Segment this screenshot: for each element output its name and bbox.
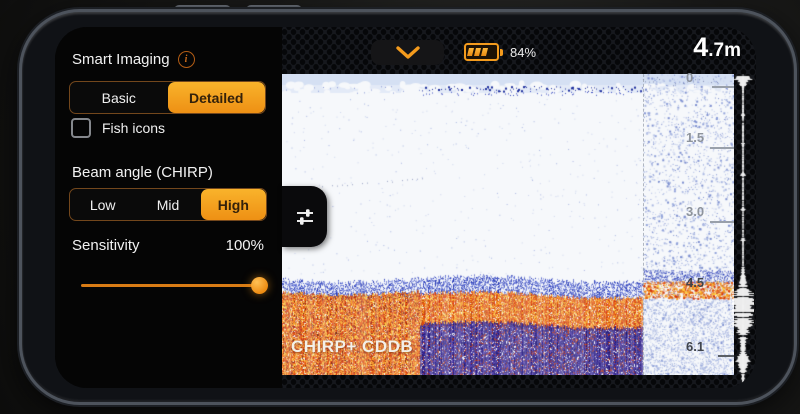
info-icon[interactable]: i	[177, 51, 195, 68]
screen: 0 1.5 3.0 4.5 6.1 CHIRP+ CDDB	[55, 27, 756, 388]
depth-value-integer: 4	[693, 32, 709, 62]
tune-sliders-icon	[296, 208, 313, 225]
settings-panel: Smart Imaging i Basic Detailed Fish icon…	[55, 27, 282, 388]
sensitivity-slider-knob[interactable]	[251, 277, 268, 294]
battery-bar	[467, 48, 474, 56]
depth-tick	[718, 355, 734, 357]
echo-amplitude-waveform	[732, 74, 754, 388]
sensitivity-row: Sensitivity 100%	[72, 237, 264, 254]
smart-imaging-segmented-control: Basic Detailed	[69, 81, 266, 114]
sonar-display: 0 1.5 3.0 4.5 6.1 CHIRP+ CDDB	[282, 70, 734, 375]
depth-scale-4-5: 4.5	[686, 275, 705, 290]
smart-imaging-label: Smart Imaging	[72, 51, 170, 68]
sonar-echogram	[282, 74, 734, 375]
battery-status: 84%	[464, 43, 536, 61]
beam-angle-option-high[interactable]: High	[200, 189, 266, 220]
sensitivity-label: Sensitivity	[72, 237, 140, 254]
depth-tick	[710, 221, 734, 223]
depth-scale-3-0: 3.0	[686, 204, 705, 219]
depth-tick	[710, 147, 734, 149]
smart-imaging-option-basic[interactable]: Basic	[101, 89, 136, 106]
depth-readout: 4.7m	[661, 32, 741, 63]
battery-percent: 84%	[510, 44, 537, 60]
smart-imaging-header: Smart Imaging i	[72, 51, 195, 68]
beam-angle-option-mid[interactable]: Mid	[156, 196, 180, 213]
beam-angle-label: Beam angle (CHIRP)	[72, 164, 213, 181]
collapse-panel-button[interactable]	[371, 40, 444, 65]
smart-imaging-option-detailed[interactable]: Detailed	[167, 82, 265, 113]
sensitivity-slider[interactable]	[81, 277, 268, 294]
battery-bar	[474, 48, 481, 56]
fish-icons-checkbox[interactable]	[71, 118, 91, 138]
fish-icons-label: Fish icons	[102, 120, 166, 136]
depth-value-fraction-unit: .7m	[708, 40, 741, 61]
battery-icon	[464, 43, 503, 61]
depth-scale-1-5: 1.5	[686, 130, 705, 145]
chevron-down-icon	[395, 45, 420, 59]
settings-tab-handle[interactable]	[282, 186, 327, 247]
depth-scale-6-1: 6.1	[686, 339, 705, 354]
depth-scale-0: 0	[686, 70, 694, 85]
live-column-divider	[643, 74, 644, 375]
sonar-mode-label: CHIRP+ CDDB	[291, 337, 414, 356]
beam-angle-header: Beam angle (CHIRP)	[72, 164, 213, 181]
phone-frame: 0 1.5 3.0 4.5 6.1 CHIRP+ CDDB	[22, 12, 794, 402]
fish-icons-row: Fish icons	[71, 118, 165, 138]
depth-tick	[712, 86, 734, 88]
sensitivity-slider-track[interactable]	[81, 284, 264, 287]
beam-angle-segmented-control: Low Mid High	[69, 188, 267, 221]
battery-bar	[481, 48, 488, 56]
beam-angle-option-low[interactable]: Low	[89, 196, 116, 213]
sensitivity-value: 100%	[225, 237, 264, 254]
